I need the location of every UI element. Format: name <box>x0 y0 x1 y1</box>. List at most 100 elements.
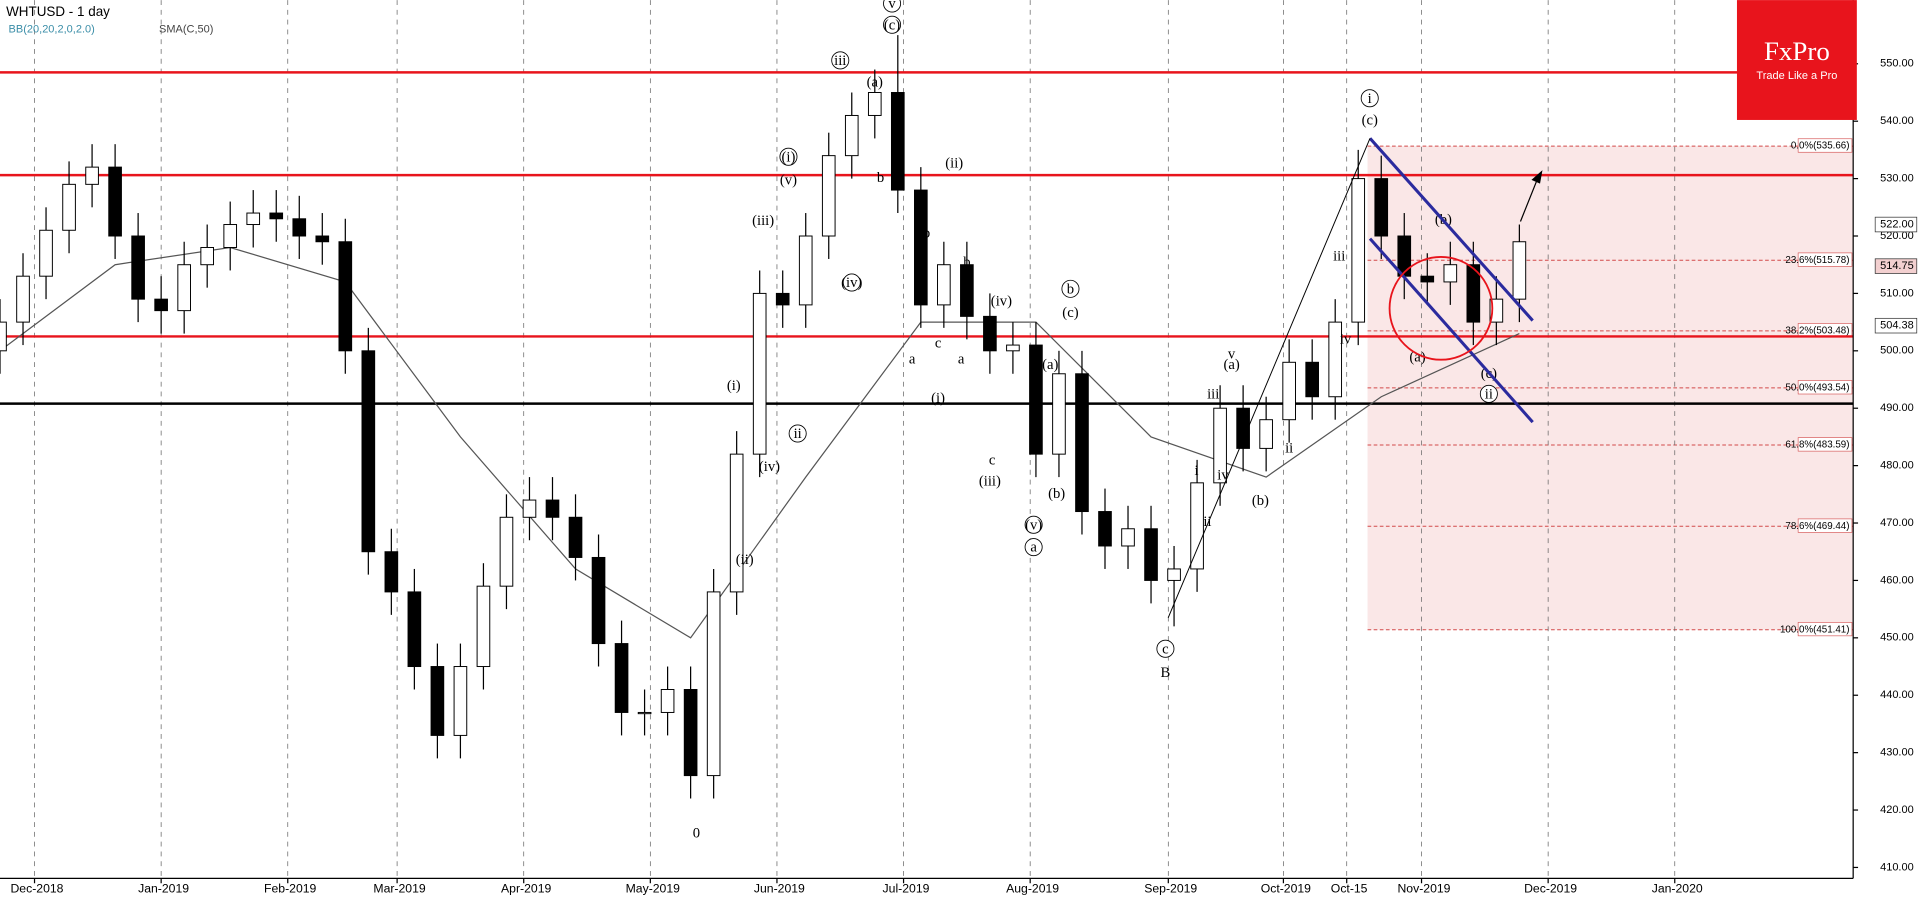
y-tick-label: 420.00 <box>1880 804 1914 816</box>
annotation-circle <box>831 51 850 70</box>
wave-label: (v) <box>780 172 797 188</box>
x-tick-label: Nov-2019 <box>1397 882 1450 896</box>
wave-label: ii <box>1285 440 1293 456</box>
x-tick-label: Jan-2020 <box>1652 882 1703 896</box>
fib-label: 100.0%(451.41) <box>1780 624 1850 635</box>
candle-body <box>775 292 790 306</box>
candle-body <box>177 264 191 312</box>
wave-label: ii <box>1485 386 1493 402</box>
y-tick-label: 520.00 <box>1880 230 1914 242</box>
candle-body <box>1167 568 1181 581</box>
fib-label: 61.8%(483.59) <box>1785 440 1849 451</box>
fib-label-box <box>1797 622 1853 637</box>
y-tick-label: 410.00 <box>1880 861 1914 873</box>
annotation-circle <box>1061 279 1080 298</box>
wave-label: iii <box>834 53 846 69</box>
candle-body <box>637 711 652 715</box>
candle-body <box>983 315 997 352</box>
candle-body <box>1328 321 1343 398</box>
candle-body <box>1098 511 1112 547</box>
fib-label-box <box>1797 518 1853 533</box>
candle-body <box>1144 528 1158 581</box>
y-tick-label: 460.00 <box>1880 574 1914 586</box>
wave-label: b <box>963 254 970 270</box>
price-label-box <box>1874 216 1918 233</box>
chart-title: WHTUSD - 1 day <box>6 4 110 19</box>
candle-body <box>1374 178 1389 237</box>
wave-label: (ii) <box>736 552 754 568</box>
x-tick-label: Dec-2019 <box>1524 882 1577 896</box>
candle-body <box>1236 407 1250 449</box>
candle-body <box>1259 419 1273 449</box>
y-tick-label: 480.00 <box>1880 460 1914 472</box>
candle-body <box>1305 361 1320 398</box>
candle-body <box>384 551 399 593</box>
candle-body <box>0 321 7 352</box>
candle-body <box>937 264 951 306</box>
wave-label: ii <box>794 426 802 442</box>
x-tick-label: Sep-2019 <box>1144 882 1197 896</box>
candle-body <box>1029 344 1043 455</box>
x-tick-label: Jul-2019 <box>883 882 930 896</box>
candle-body <box>729 453 744 593</box>
y-tick-label: 440.00 <box>1880 689 1914 701</box>
candle-body <box>246 212 261 226</box>
candle-body <box>1420 275 1435 283</box>
logo-brand: FxPro <box>1764 36 1830 66</box>
y-tick-label: 490.00 <box>1880 402 1914 414</box>
candle-body <box>476 585 491 668</box>
wave-label: (iv) <box>759 459 780 475</box>
wave-label: (i) <box>931 390 945 406</box>
wave-label: (iv) <box>841 275 862 291</box>
wave-label: iii <box>1207 386 1219 402</box>
candle-body <box>890 92 905 191</box>
wave-label: a <box>958 351 965 367</box>
candle-body <box>752 292 767 455</box>
wave-label: (a) <box>1409 350 1425 366</box>
price-label-box <box>1874 258 1918 274</box>
x-tick-label: Dec-2018 <box>10 882 63 896</box>
price-label: 514.75 <box>1880 260 1914 272</box>
wave-label: (i) <box>727 378 741 394</box>
wave-label: c <box>1162 641 1169 657</box>
wave-label: b <box>1067 281 1074 297</box>
wave-label: (iii) <box>979 474 1001 490</box>
wave-label: (b) <box>1048 486 1065 502</box>
candle-body <box>914 189 928 306</box>
annotation-circle <box>842 273 861 292</box>
candle-body <box>200 246 215 266</box>
wave-label: (iv) <box>991 293 1012 309</box>
candle-body <box>62 183 76 231</box>
wave-label: b <box>923 226 930 242</box>
x-tick-label: Jun-2019 <box>754 882 805 896</box>
annotation-circle <box>1024 538 1043 557</box>
sma-line <box>0 246 1520 639</box>
candle-body <box>499 516 514 587</box>
x-tick-label: Mar-2019 <box>373 882 425 896</box>
wave-label: (a) <box>1223 357 1239 373</box>
wave-label: a <box>909 351 916 367</box>
price-label-box <box>1874 317 1918 334</box>
annotation-circle <box>1479 384 1498 403</box>
wave-label: (c) <box>1062 305 1078 321</box>
y-tick-label: 550.00 <box>1880 58 1914 70</box>
fib-label: 0.0%(535.66) <box>1791 141 1850 152</box>
candle-body <box>1075 373 1089 513</box>
wave-label: iv <box>1217 467 1229 483</box>
candle-body <box>1351 178 1366 323</box>
wave-label: iii <box>1333 249 1345 265</box>
annotation-circle <box>788 424 807 443</box>
y-tick-label: 500.00 <box>1880 345 1914 357</box>
candle-body <box>16 275 30 323</box>
candle-body <box>1213 407 1227 484</box>
wave-label: (c) <box>884 17 900 33</box>
indicator-label: BB(20,20,2,0,2.0) <box>9 23 95 35</box>
annotation-circle <box>779 147 798 166</box>
fib-label-box <box>1797 380 1853 395</box>
fib-label: 38.2%(503.48) <box>1785 325 1849 336</box>
trend-line <box>1167 138 1371 618</box>
y-tick-label: 540.00 <box>1880 115 1914 127</box>
candle-body <box>1466 264 1481 323</box>
